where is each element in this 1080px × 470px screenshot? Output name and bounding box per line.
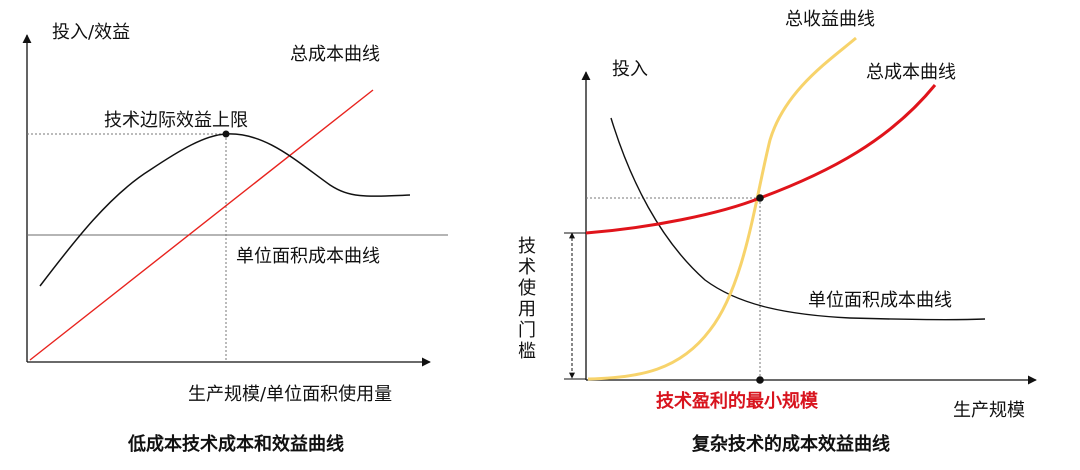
left-diagram: 投入/效益 总成本曲线 技术边际效益上限 单位面积成本曲线 生产规模/单位面积使… bbox=[22, 22, 448, 455]
threshold-label-char: 用 bbox=[518, 299, 536, 320]
left-y-axis-label: 投入/效益 bbox=[52, 22, 130, 43]
right-min-scale-point bbox=[756, 376, 764, 384]
right-unit-cost-curve bbox=[610, 117, 986, 321]
right-unit-cost-label: 单位面积成本曲线 bbox=[808, 290, 952, 311]
right-min-scale-label: 技术盈利的最小规模 bbox=[656, 390, 819, 412]
right-total-cost-label: 总成本曲线 bbox=[866, 62, 956, 83]
right-x-axis-label: 生产规模 bbox=[953, 400, 1025, 421]
right-total-revenue-label: 总收益曲线 bbox=[785, 9, 875, 30]
left-peak-point bbox=[222, 130, 230, 138]
left-total-cost-line bbox=[29, 89, 374, 361]
threshold-label-char: 术 bbox=[518, 257, 536, 278]
right-intersect-point bbox=[756, 194, 764, 202]
left-unit-cost-label: 单位面积成本曲线 bbox=[236, 246, 380, 267]
right-total-revenue-curve bbox=[587, 36, 857, 381]
left-caption: 低成本技术成本和效益曲线 bbox=[127, 433, 344, 455]
left-total-cost-label: 总成本曲线 bbox=[290, 44, 380, 65]
right-caption: 复杂技术的成本效益曲线 bbox=[691, 433, 890, 455]
right-diagram: 总收益曲线 投入 总成本曲线 单位面积成本曲线 技术盈利的最小规模 生产规模 复… bbox=[518, 9, 1037, 455]
left-x-axis-label: 生产规模/单位面积使用量 bbox=[188, 384, 392, 405]
threshold-label-char: 使 bbox=[518, 278, 536, 299]
right-y-axis-label: 投入 bbox=[612, 59, 648, 80]
threshold-label-char: 门 bbox=[518, 320, 536, 341]
threshold-label-char: 槛 bbox=[518, 341, 536, 362]
threshold-label-char: 技 bbox=[518, 236, 536, 257]
left-benefit-limit-label: 技术边际效益上限 bbox=[104, 110, 248, 131]
